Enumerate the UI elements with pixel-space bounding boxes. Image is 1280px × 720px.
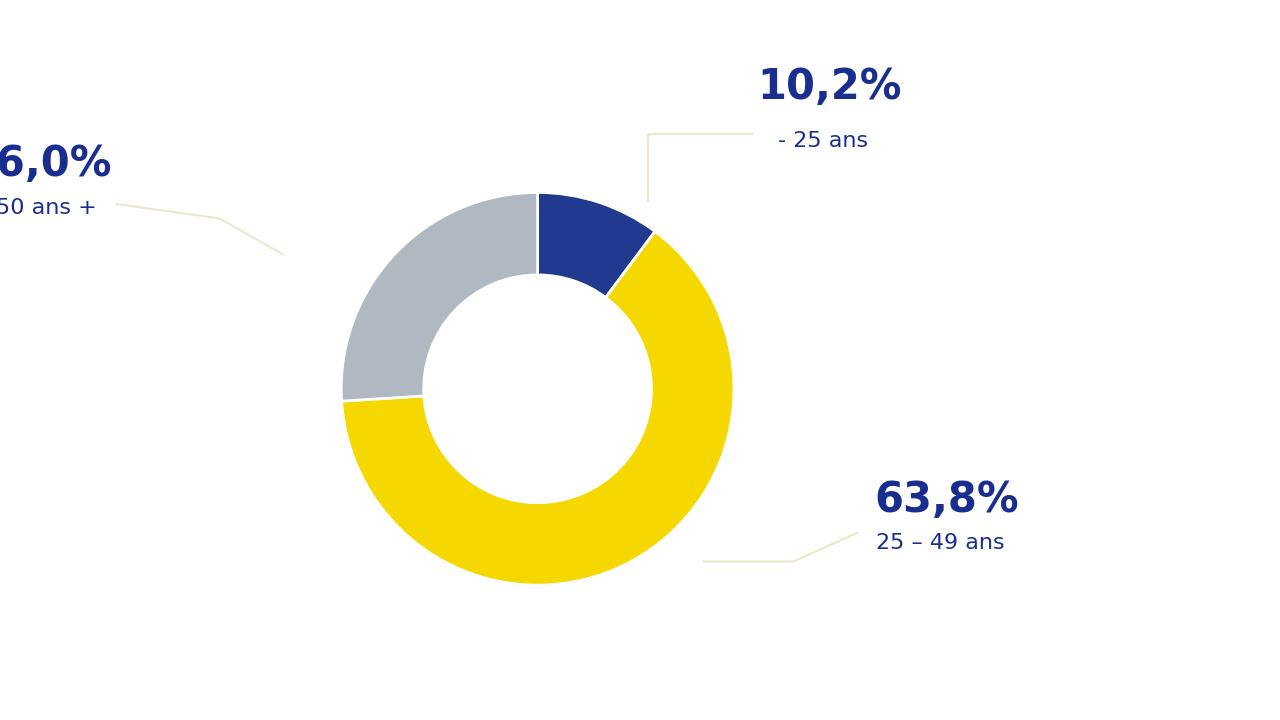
Text: 63,8%: 63,8% (874, 480, 1019, 521)
Text: 10,2%: 10,2% (756, 66, 901, 108)
Wedge shape (342, 192, 538, 401)
Text: Âge: Âge (70, 71, 154, 116)
Text: 25 – 49 ans: 25 – 49 ans (877, 534, 1005, 554)
Text: 26,0%: 26,0% (0, 143, 113, 185)
Wedge shape (342, 231, 733, 585)
Text: 50 ans +: 50 ans + (0, 197, 97, 217)
Wedge shape (538, 192, 655, 297)
Text: - 25 ans: - 25 ans (778, 131, 868, 151)
